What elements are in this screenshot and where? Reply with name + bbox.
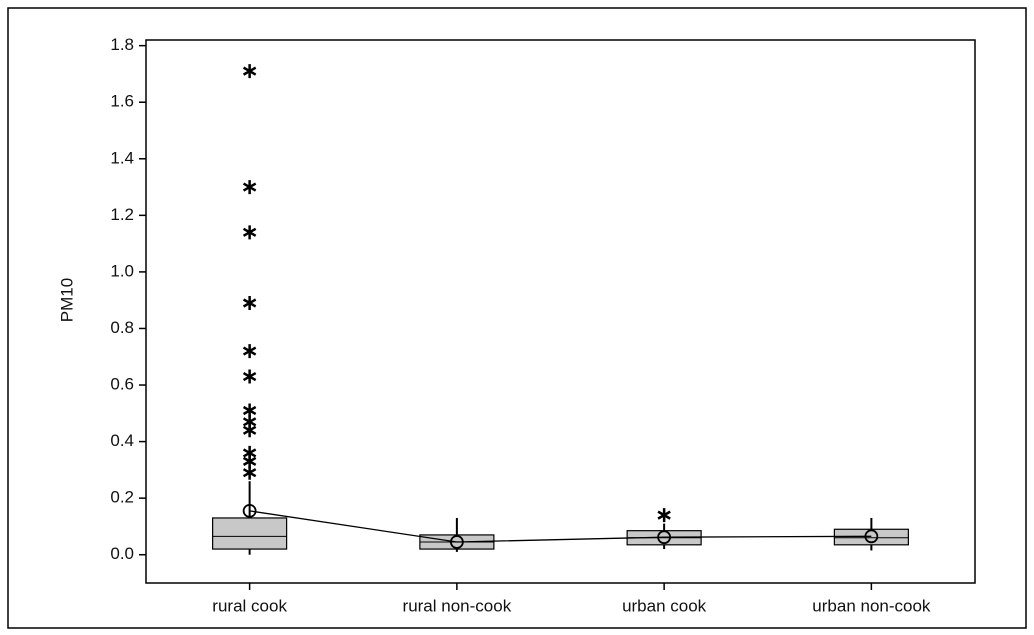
outlier [242,296,257,311]
x-tick-label: rural non-cook [403,596,512,615]
y-tick-label: 0.8 [110,318,134,337]
outlier [657,508,671,523]
mean-marker [449,535,464,549]
y-tick-label: 1.8 [110,35,134,54]
outlier [242,344,257,359]
x-tick-label: urban cook [622,596,707,615]
y-tick-label: 0.2 [110,488,134,507]
outlier [242,180,257,195]
outlier [242,423,257,438]
mean-marker [657,530,672,545]
y-axis-label: PM10 [57,278,76,322]
x-tick-label: rural cook [212,596,287,615]
mean-marker [242,503,257,518]
box [212,517,288,550]
y-tick-label: 0.4 [110,431,134,450]
frame [7,7,1027,629]
outlier [242,465,257,480]
outlier [242,225,257,240]
mean-line [249,510,872,543]
y-tick-label: 1.4 [110,148,134,167]
outlier [242,64,257,79]
y-tick-label: 0.6 [110,375,134,394]
mean-marker [864,529,879,544]
y-tick-label: 1.2 [110,205,134,224]
y-tick-label: 1.0 [110,261,134,280]
plot-area [145,39,976,584]
x-tick-label: urban non-cook [812,596,931,615]
outlier [242,369,257,384]
y-tick-label: 1.6 [110,92,134,111]
y-tick-label: 0.0 [110,544,134,563]
